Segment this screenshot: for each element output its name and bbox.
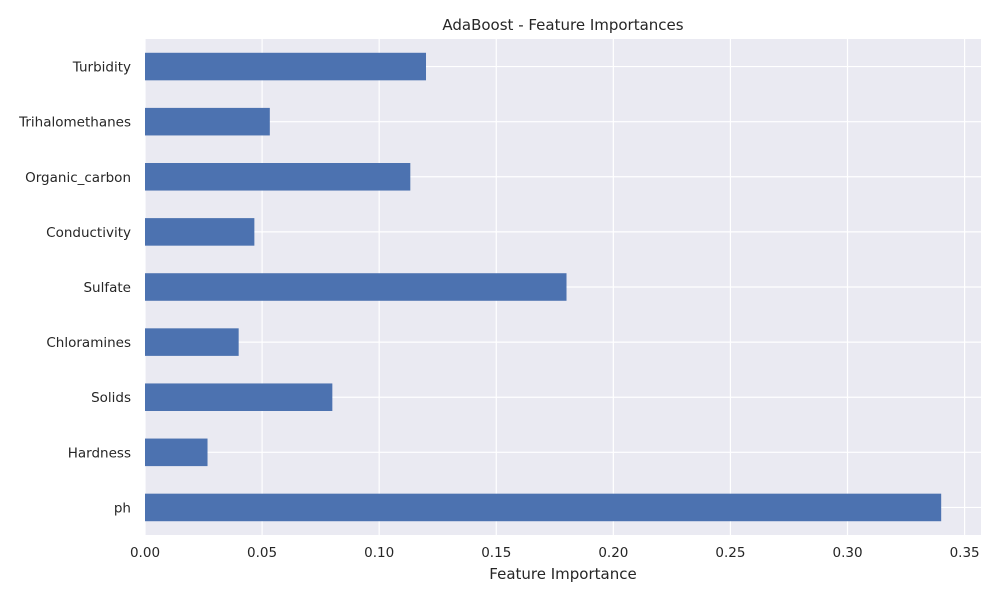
y-tick-label: Conductivity xyxy=(46,225,131,241)
x-tick-labels: 0.00 0.05 0.10 0.15 0.20 0.25 0.30 0.35 xyxy=(130,545,980,561)
x-tick-label: 0.10 xyxy=(364,545,394,561)
bar-organic-carbon xyxy=(145,163,411,191)
bar-trihalomethanes xyxy=(145,107,270,136)
bars xyxy=(145,52,942,522)
bar-turbidity xyxy=(145,52,427,81)
y-tick-label: Solids xyxy=(91,390,131,406)
y-tick-label: Hardness xyxy=(68,445,131,461)
x-tick-label: 0.35 xyxy=(950,545,980,561)
chart-title: AdaBoost - Feature Importances xyxy=(442,16,683,34)
y-tick-label: Chloramines xyxy=(46,335,131,351)
x-tick-label: 0.05 xyxy=(247,545,277,561)
y-tick-labels: ph Hardness Solids Chloramines Sulfate Conduc… xyxy=(18,60,131,517)
x-tick-label: 0.00 xyxy=(130,545,160,561)
bar-ph xyxy=(145,493,942,522)
x-axis-label: Feature Importance xyxy=(489,565,636,583)
y-tick-label: ph xyxy=(114,500,131,516)
x-tick-label: 0.25 xyxy=(715,545,745,561)
x-tick-label: 0.20 xyxy=(598,545,628,561)
bar-solids xyxy=(145,383,333,411)
bar-conductivity xyxy=(145,218,255,246)
bar-sulfate xyxy=(145,273,567,301)
y-tick-label: Sulfate xyxy=(83,280,131,296)
y-tick-label: Organic_carbon xyxy=(25,170,131,186)
x-tick-label: 0.15 xyxy=(481,545,511,561)
y-tick-label: Turbidity xyxy=(72,60,131,76)
y-tick-label: Trihalomethanes xyxy=(18,115,131,131)
x-tick-label: 0.30 xyxy=(832,545,862,561)
bar-chloramines xyxy=(145,328,239,356)
bar-hardness xyxy=(145,438,208,467)
